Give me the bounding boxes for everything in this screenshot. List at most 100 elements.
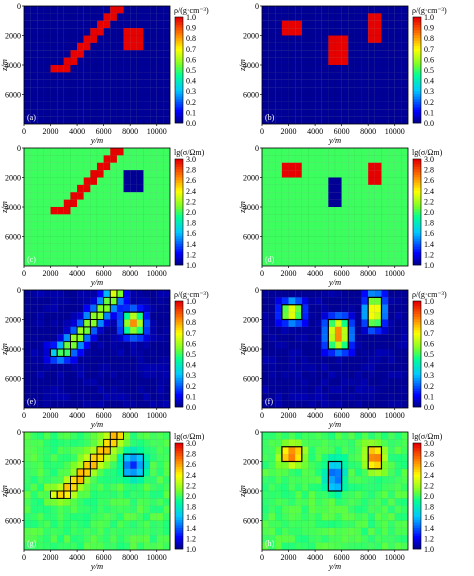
heatmap-cell (116, 297, 124, 305)
heatmap-cell (308, 236, 316, 245)
heatmap-cell (314, 199, 322, 208)
heatmap-cell (116, 520, 124, 529)
colorbar-segment (413, 233, 421, 237)
heatmap-cell (308, 258, 316, 267)
heatmap-cell (281, 169, 289, 178)
heatmap-cell (261, 228, 269, 237)
heatmap-cell (401, 199, 409, 208)
heatmap-cell (275, 542, 283, 551)
colorbar-segment (175, 196, 183, 200)
colorbar-segment (175, 401, 183, 405)
heatmap-cell (314, 385, 322, 394)
heatmap-cell (328, 94, 336, 103)
heatmap-cell (361, 461, 369, 470)
heatmap-cell (374, 199, 382, 208)
heatmap-cell (275, 341, 283, 350)
heatmap-cell (96, 453, 104, 462)
heatmap-cell (43, 439, 51, 447)
heatmap-cell (96, 311, 104, 320)
heatmap-cell (96, 251, 104, 259)
heatmap-cell (130, 199, 138, 208)
heatmap-cell (268, 311, 276, 320)
colorbar-segment (413, 404, 421, 408)
heatmap-cell (149, 498, 157, 506)
heatmap-cell (63, 439, 71, 447)
colorbar-segment (413, 169, 421, 173)
heatmap-cell (387, 476, 395, 484)
heatmap-cell (30, 483, 38, 492)
heatmap-cell (314, 468, 322, 477)
colorbar-segment (175, 335, 183, 339)
heatmap-cell (288, 214, 296, 222)
heatmap-cell (261, 50, 269, 58)
heatmap-cell (90, 13, 98, 21)
heatmap-cell (301, 393, 309, 401)
x-tick-label: 0 (22, 553, 26, 562)
colorbar-segment (413, 72, 421, 76)
heatmap-cell (76, 5, 84, 14)
heatmap-cell (143, 94, 151, 103)
heatmap-cell (288, 490, 296, 499)
heatmap-cell (143, 348, 151, 357)
heatmap-cell (130, 162, 138, 171)
colorbar-segment (175, 466, 183, 470)
heatmap-cell (394, 439, 402, 447)
heatmap-cell (130, 35, 138, 44)
heatmap-cell (103, 527, 111, 536)
colorbar-segment (175, 343, 183, 347)
heatmap-cell (321, 400, 329, 409)
x-tick-label: 0 (260, 127, 264, 136)
heatmap-cell (63, 109, 71, 117)
heatmap-cell (368, 520, 376, 529)
heatmap-cell (401, 258, 409, 267)
heatmap-cell (275, 461, 283, 470)
heatmap-cell (275, 72, 283, 80)
heatmap-cell (149, 221, 157, 230)
heatmap-cell (401, 35, 409, 44)
heatmap-cell (136, 169, 144, 178)
heatmap-cell (275, 86, 283, 95)
heatmap-cell (281, 311, 289, 320)
heatmap-cell (116, 363, 124, 372)
heatmap-cell (381, 453, 389, 462)
heatmap-cell (57, 542, 65, 551)
colorbar-segment (413, 185, 421, 189)
y-tick-label: 6000 (243, 233, 259, 242)
heatmap-cell (394, 393, 402, 401)
heatmap-cell (23, 236, 31, 245)
heatmap-cell (90, 498, 98, 506)
heatmap-cell (76, 228, 84, 237)
heatmap-cell (314, 498, 322, 506)
heatmap-cell (354, 542, 362, 551)
heatmap-cell (163, 86, 171, 95)
heatmap-cell (116, 304, 124, 313)
heatmap-cell (301, 446, 309, 455)
heatmap-cell (341, 13, 349, 21)
heatmap-cell (163, 20, 171, 29)
heatmap-cell (116, 79, 124, 88)
heatmap-cell (348, 505, 356, 514)
heatmap-cell (149, 520, 157, 529)
heatmap-cell (368, 192, 376, 200)
heatmap-cell (381, 5, 389, 14)
heatmap-cell (334, 147, 342, 156)
heatmap-cell (348, 221, 356, 230)
heatmap-cell (268, 356, 276, 364)
heatmap-cell (361, 258, 369, 267)
heatmap-cell (381, 520, 389, 529)
heatmap-cell (90, 72, 98, 80)
colorbar-segment (413, 212, 421, 215)
heatmap-cell (381, 50, 389, 58)
heatmap-cell (394, 109, 402, 117)
heatmap-cell (116, 251, 124, 259)
heatmap-cell (401, 27, 409, 36)
colorbar-tick-label: 2.2 (186, 481, 196, 490)
heatmap-cell (281, 236, 289, 245)
heatmap-cell (130, 542, 138, 551)
heatmap-cell (348, 439, 356, 447)
heatmap-cell (37, 476, 45, 484)
heatmap-cell (301, 476, 309, 484)
heatmap-cell (123, 453, 131, 462)
heatmap-cell (374, 498, 382, 506)
heatmap-cell (110, 319, 118, 328)
